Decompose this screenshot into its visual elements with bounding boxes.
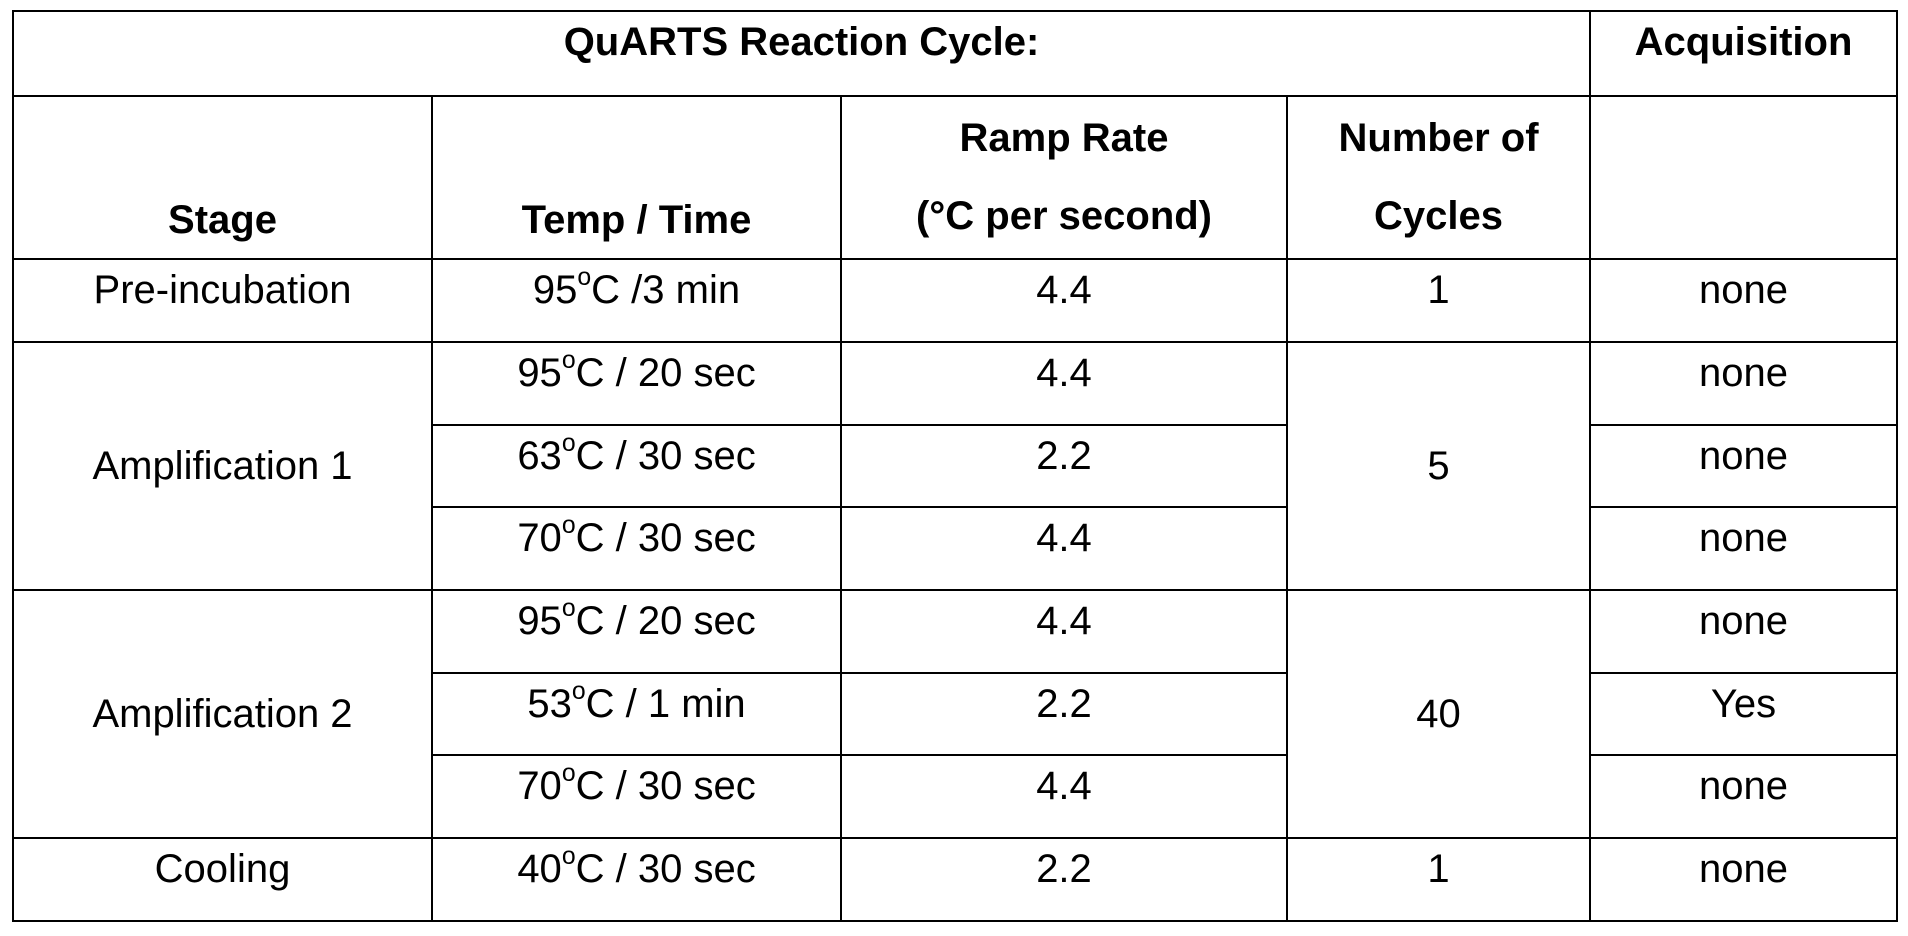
- time-value: C / 30 sec: [575, 516, 756, 561]
- cycles-cell: 1: [1285, 837, 1592, 922]
- cycles-cell: 1: [1285, 258, 1592, 343]
- time-value: C / 30 sec: [575, 433, 756, 478]
- header-ramp-rate-line2: (°C per second): [915, 194, 1213, 239]
- temp-time-cell: 70oC / 30 sec: [431, 754, 842, 840]
- ramp-rate-cell: 4.4: [840, 589, 1288, 674]
- acquisition-cell: none: [1589, 258, 1899, 343]
- table-row: Amplification 2 95oC / 20 sec 4.4 40 non…: [12, 589, 1899, 840]
- temp-value: 70: [517, 516, 562, 561]
- temp-value: 40: [517, 847, 562, 892]
- cycles-cell: 5: [1285, 340, 1592, 592]
- table-title: QuARTS Reaction Cycle:: [11, 10, 1592, 97]
- table-row: 53oC / 1 min 2.2 Yes: [13, 671, 1899, 757]
- ramp-rate-cell: 2.2: [840, 423, 1288, 509]
- degree-symbol: o: [561, 512, 576, 540]
- header-ramp-rate-line1: Ramp Rate: [959, 116, 1169, 161]
- temp-time-cell: 63oC / 30 sec: [431, 423, 842, 509]
- acquisition-cell: none: [1589, 754, 1899, 840]
- acquisition-header: Acquisition: [1589, 10, 1899, 97]
- ramp-rate-cell: 2.2: [840, 837, 1288, 922]
- acquisition-cell: none: [1589, 506, 1899, 592]
- temp-time-cell: 70oC / 30 sec: [431, 506, 842, 592]
- quarts-cycle-table: QuARTS Reaction Cycle: Acquisition Stage…: [11, 10, 1899, 922]
- degree-symbol: o: [561, 429, 576, 457]
- acquisition-cell: none: [1589, 589, 1899, 674]
- ramp-rate-cell: 4.4: [840, 340, 1288, 426]
- temp-time-cell: 40oC / 30 sec: [431, 837, 842, 922]
- stage-cell: Pre-incubation: [12, 258, 433, 343]
- time-value: C / 30 sec: [575, 847, 756, 892]
- temp-value: 95: [532, 268, 578, 313]
- header-cycles-line2: Cycles: [1374, 194, 1503, 239]
- table-row: 70oC / 30 sec 4.4 none: [13, 754, 1899, 840]
- stage-cell: Cooling: [12, 837, 433, 922]
- table-row: Cooling 40oC / 30 sec 2.2 1 none: [12, 837, 1899, 922]
- ramp-rate-cell: 4.4: [840, 258, 1288, 343]
- stage-cell: Amplification 1: [12, 340, 433, 592]
- degree-symbol: o: [577, 264, 592, 292]
- acquisition-cell: Yes: [1589, 671, 1899, 757]
- header-ramp-rate: Ramp Rate (°C per second): [840, 94, 1288, 261]
- header-acquisition-blank: [1589, 94, 1899, 261]
- temp-value: 70: [517, 764, 562, 809]
- degree-symbol: o: [561, 843, 576, 871]
- degree-symbol: o: [561, 760, 576, 788]
- temp-time-cell: 95oC / 20 sec: [431, 340, 842, 426]
- table-row: 63oC / 30 sec 2.2 none: [13, 423, 1899, 509]
- header-stage: Stage: [12, 94, 433, 261]
- header-cycles: Number of Cycles: [1285, 94, 1592, 261]
- time-value: C / 20 sec: [575, 599, 756, 644]
- temp-value: 63: [517, 433, 562, 478]
- time-value: C / 1 min: [585, 681, 746, 726]
- title-row: QuARTS Reaction Cycle: Acquisition: [11, 10, 1899, 97]
- table-row: Amplification 1 95oC / 20 sec 4.4 5 none: [12, 340, 1899, 592]
- stage-cell: Amplification 2: [12, 589, 433, 840]
- temp-time-cell: 95oC /3 min: [431, 258, 842, 343]
- temp-value: 53: [527, 681, 572, 726]
- degree-symbol: o: [561, 594, 576, 622]
- ramp-rate-cell: 4.4: [840, 506, 1288, 592]
- temp-time-cell: 53oC / 1 min: [431, 671, 842, 757]
- time-value: C / 30 sec: [575, 764, 756, 809]
- ramp-rate-cell: 2.2: [840, 671, 1288, 757]
- column-header-row: Stage Temp / Time Ramp Rate (°C per seco…: [12, 94, 1899, 261]
- temp-value: 95: [517, 350, 562, 395]
- acquisition-cell: none: [1589, 423, 1899, 509]
- degree-symbol: o: [561, 346, 576, 374]
- temp-value: 95: [517, 599, 562, 644]
- table-row: 70oC / 30 sec 4.4 none: [13, 506, 1899, 592]
- temp-time-cell: 95oC / 20 sec: [431, 589, 842, 674]
- header-temp-time: Temp / Time: [431, 94, 842, 261]
- cycles-cell: 40: [1285, 589, 1592, 840]
- acquisition-cell: none: [1589, 837, 1899, 922]
- table-row: Pre-incubation 95oC /3 min 4.4 1 none: [12, 258, 1899, 343]
- acquisition-cell: none: [1589, 340, 1899, 426]
- ramp-rate-cell: 4.4: [840, 754, 1288, 840]
- time-value: C /3 min: [591, 268, 741, 313]
- header-cycles-line1: Number of: [1338, 116, 1539, 161]
- time-value: C / 20 sec: [575, 350, 756, 395]
- degree-symbol: o: [571, 677, 586, 705]
